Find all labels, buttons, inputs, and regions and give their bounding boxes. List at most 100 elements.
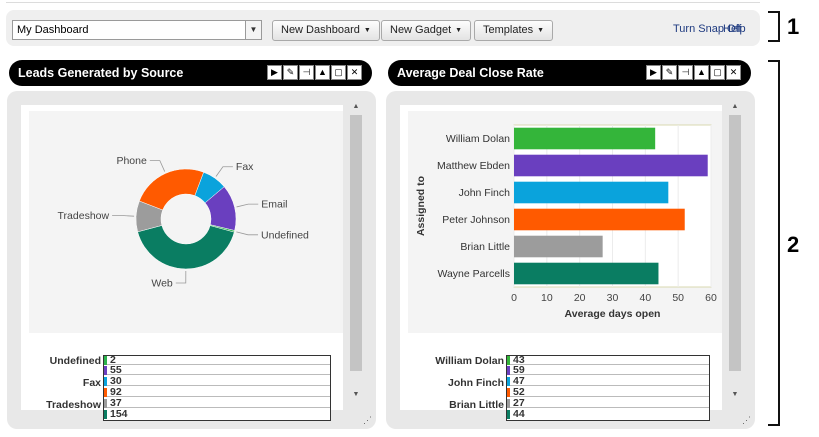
table-row: 37 xyxy=(104,397,330,409)
bar[interactable] xyxy=(514,262,659,285)
table-cell: 92 xyxy=(110,386,122,398)
pie-label-leader xyxy=(112,215,135,217)
deal-bar-chart: 0 10 20 30 40 50 60 William Dolan Matthew Ebden J… xyxy=(408,111,722,333)
scrollbar-thumb[interactable] xyxy=(729,115,741,371)
table-label: Undefined xyxy=(49,355,101,367)
table-row: 59 xyxy=(507,364,709,376)
deal-panel-content: 0 10 20 30 40 50 60 William Dolan Matthew Ebden J… xyxy=(400,105,722,421)
caret-down-icon: ▼ xyxy=(537,27,545,34)
callout-bracket-2 xyxy=(768,60,780,426)
scroll-up-icon[interactable]: ▲ xyxy=(352,103,360,110)
top-divider xyxy=(6,2,760,3)
table-cell: 37 xyxy=(110,397,122,409)
table-label: Tradeshow xyxy=(46,399,101,411)
table-cell: 59 xyxy=(513,364,525,376)
leads-scrollbar[interactable]: ▲ ▼ xyxy=(350,101,362,401)
scroll-up-icon[interactable]: ▲ xyxy=(731,103,739,110)
table-row: 47 xyxy=(507,376,709,386)
turn-snap-off-link[interactable]: Turn Snap Off xyxy=(673,23,742,35)
bar[interactable] xyxy=(514,127,656,150)
table-cell: 43 xyxy=(513,354,525,366)
y-tick-label: Matthew Ebden xyxy=(437,160,510,172)
leads-panel-titlebar[interactable]: Leads Generated by Source ▶ ✎ ⊣ ▲ ▢ ✕ xyxy=(9,60,372,86)
table-row: 52 xyxy=(507,387,709,397)
deal-panel: 0 10 20 30 40 50 60 William Dolan Matthew Ebden J… xyxy=(386,91,755,429)
table-row: 55 xyxy=(104,365,330,375)
deal-table-values: 43 59 47 52 27 44 xyxy=(506,355,710,421)
y-tick-label: William Dolan xyxy=(446,133,510,145)
callout-bracket-1 xyxy=(768,11,780,42)
caret-down-icon: ▼ xyxy=(363,27,371,34)
templates-button[interactable]: Templates ▼ xyxy=(474,20,554,41)
table-row: 30 xyxy=(104,375,330,387)
caret-down-icon: ▼ xyxy=(455,27,463,34)
scroll-down-icon[interactable]: ▼ xyxy=(352,391,360,398)
close-icon[interactable]: ✕ xyxy=(726,65,741,80)
leads-table-values: 2 55 30 92 37 154 xyxy=(103,355,331,421)
bar[interactable] xyxy=(514,154,708,177)
collapse-icon[interactable]: ▲ xyxy=(315,65,330,80)
table-label: William Dolan xyxy=(435,355,504,367)
table-label: Fax xyxy=(82,377,101,389)
resize-grip-icon[interactable]: ⋰ xyxy=(742,415,751,425)
pie-label-leader xyxy=(175,270,187,284)
table-cell: 2 xyxy=(110,354,116,366)
pin-icon[interactable]: ⊣ xyxy=(299,65,314,80)
table-row: 92 xyxy=(104,386,330,398)
deal-panel-title: Average Deal Close Rate xyxy=(397,66,544,80)
y-tick-label: John Finch xyxy=(459,187,511,199)
help-link[interactable]: Help xyxy=(723,23,746,35)
close-icon[interactable]: ✕ xyxy=(347,65,362,80)
x-tick-label: 50 xyxy=(672,292,684,304)
callout-number-2: 2 xyxy=(787,232,800,257)
table-row: 27 xyxy=(507,398,709,408)
pie-slice-label: Undefined xyxy=(261,229,309,241)
pin-icon[interactable]: ⊣ xyxy=(678,65,693,80)
x-tick-label: 10 xyxy=(541,292,553,304)
bar[interactable] xyxy=(514,181,669,204)
deal-scrollbar[interactable]: ▲ ▼ xyxy=(729,101,741,401)
pie-slice-label: Fax xyxy=(236,161,254,173)
x-tick-label: 30 xyxy=(607,292,619,304)
collapse-icon[interactable]: ▲ xyxy=(694,65,709,80)
new-gadget-label: New Gadget xyxy=(390,24,452,36)
pie-label-leader xyxy=(149,160,166,172)
scroll-down-icon[interactable]: ▼ xyxy=(731,391,739,398)
bar[interactable] xyxy=(514,208,685,231)
new-gadget-button[interactable]: New Gadget ▼ xyxy=(381,20,472,41)
maximize-icon[interactable]: ▢ xyxy=(331,65,346,80)
table-row: 44 xyxy=(507,408,709,420)
pie-slice[interactable] xyxy=(137,225,235,270)
resize-grip-icon[interactable]: ⋰ xyxy=(363,415,372,425)
table-label: John Finch xyxy=(448,377,504,389)
x-axis-label: Average days open xyxy=(565,308,661,320)
play-icon[interactable]: ▶ xyxy=(267,65,282,80)
y-tick-label: Wayne Parcells xyxy=(437,268,510,280)
new-dashboard-button[interactable]: New Dashboard ▼ xyxy=(272,20,380,41)
callout-number-1: 1 xyxy=(787,14,800,39)
pie-label-leader xyxy=(236,231,259,236)
table-cell: 44 xyxy=(513,408,525,420)
dashboard-select[interactable]: My Dashboard ▼ xyxy=(12,20,262,40)
pie-slice-label: Web xyxy=(151,277,173,289)
deal-panel-controls: ▶ ✎ ⊣ ▲ ▢ ✕ xyxy=(646,65,741,80)
deal-panel-titlebar[interactable]: Average Deal Close Rate ▶ ✎ ⊣ ▲ ▢ ✕ xyxy=(388,60,751,86)
chevron-down-icon[interactable]: ▼ xyxy=(245,21,261,39)
x-tick-label: 0 xyxy=(511,292,517,304)
chart-background xyxy=(29,111,343,333)
x-tick-label: 60 xyxy=(705,292,717,304)
maximize-icon[interactable]: ▢ xyxy=(710,65,725,80)
table-row: 43 xyxy=(507,354,709,366)
table-label: Brian Little xyxy=(449,399,504,411)
play-icon[interactable]: ▶ xyxy=(646,65,661,80)
table-cell: 30 xyxy=(110,375,122,387)
bar[interactable] xyxy=(514,235,603,258)
leads-panel: Fax Email Undefined Web Tradeshow Phone Undef… xyxy=(7,91,376,429)
pie-slice[interactable] xyxy=(139,168,204,211)
edit-icon[interactable]: ✎ xyxy=(283,65,298,80)
dashboard-select-value: My Dashboard xyxy=(17,24,89,36)
scrollbar-thumb[interactable] xyxy=(350,115,362,371)
edit-icon[interactable]: ✎ xyxy=(662,65,677,80)
x-tick-label: 20 xyxy=(574,292,586,304)
templates-label: Templates xyxy=(483,24,534,36)
